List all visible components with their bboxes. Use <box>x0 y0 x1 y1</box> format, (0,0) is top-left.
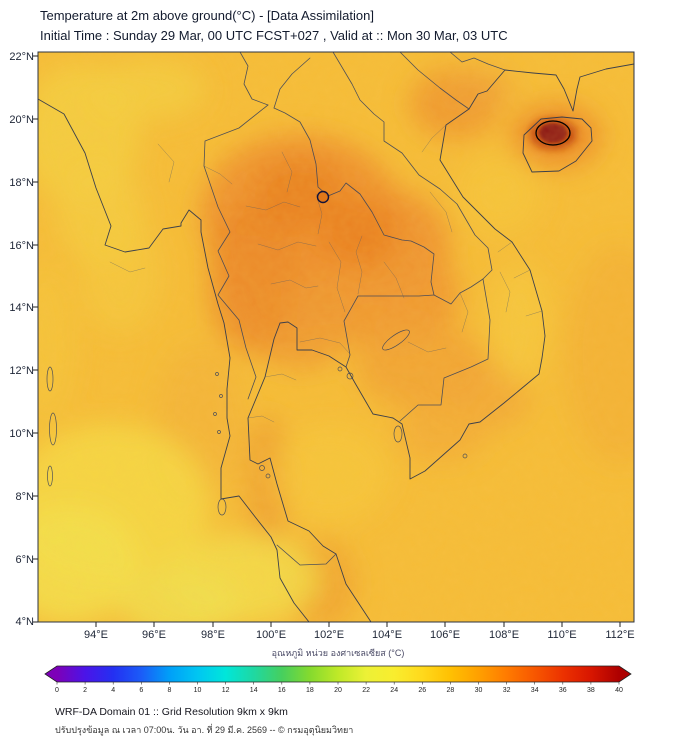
y-axis-label: 10°N <box>9 428 34 440</box>
x-axis-label: 98°E <box>201 629 225 641</box>
colorbar-tick-label: 24 <box>390 687 398 694</box>
y-axis-label: 8°N <box>16 491 35 503</box>
islands <box>46 329 468 516</box>
chart-footer: WRF-DA Domain 01 :: Grid Resolution 9km … <box>55 706 676 737</box>
colorbar-ticks: 0 2 4 6 8 10 12 14 16 18 20 22 24 26 28 … <box>55 687 623 694</box>
footer-domain-info: WRF-DA Domain 01 :: Grid Resolution 9km … <box>55 706 288 718</box>
x-axis: 94°E 96°E 98°E 100°E 102°E 104°E 106°E 1… <box>84 629 635 641</box>
lake-tonle-sap <box>382 329 410 351</box>
colorbar-label: อุณหภูมิ หน่วย องศาเซลเซียส (°C) <box>271 648 405 658</box>
colorbar-tick-label: 18 <box>306 687 314 694</box>
chart-header: Temperature at 2m above ground(°C) - [Da… <box>0 0 676 44</box>
colorbar-tick-label: 10 <box>194 687 202 694</box>
colorbar-tick-label: 0 <box>55 687 59 694</box>
colorbar-tick-label: 22 <box>362 687 370 694</box>
colorbar-tick-label: 32 <box>503 687 511 694</box>
colorbar-tick-label: 30 <box>475 687 483 694</box>
hainan-hotspot-contour <box>535 120 571 146</box>
colorbar-scale: 0 2 4 6 8 10 12 14 16 18 20 22 24 26 28 … <box>44 665 632 694</box>
colorbar-tick-label: 40 <box>615 687 623 694</box>
colorbar: อุณหภูมิ หน่วย องศาเซลเซียส (°C) <box>43 646 633 704</box>
chart-title: Temperature at 2m above ground(°C) - [Da… <box>40 8 374 23</box>
y-axis: 22°N 20°N 18°N 16°N 14°N 12°N 10°N 8°N 6… <box>9 51 34 628</box>
colorbar-tick-label: 6 <box>139 687 143 694</box>
y-axis-label: 12°N <box>9 365 34 377</box>
colorbar-tick-label: 28 <box>447 687 455 694</box>
grain-texture <box>38 52 634 622</box>
x-axis-label: 110°E <box>547 629 576 641</box>
y-axis-label: 22°N <box>9 51 34 63</box>
y-axis-label: 18°N <box>9 177 34 189</box>
colorbar-tick-label: 34 <box>531 687 539 694</box>
axis-ticks-left <box>33 55 38 623</box>
colorbar-tick-marks <box>56 682 620 685</box>
colorbar-tick-label: 26 <box>418 687 426 694</box>
x-axis-label: 112°E <box>605 629 634 641</box>
x-axis-label: 104°E <box>372 629 402 641</box>
country-borders <box>203 52 506 566</box>
y-axis-label: 6°N <box>16 554 35 566</box>
y-axis-label: 14°N <box>9 302 34 314</box>
x-axis-label: 106°E <box>430 629 460 641</box>
y-axis-label: 20°N <box>9 114 34 126</box>
colorbar-tick-label: 12 <box>222 687 230 694</box>
x-axis-label: 102°E <box>314 629 344 641</box>
colorbar-tick-label: 8 <box>167 687 171 694</box>
footer-update-info: ปรับปรุงข้อมูล ณ เวลา 07:00น. วัน อา. ที… <box>55 725 354 735</box>
colorbar-tick-label: 38 <box>587 687 595 694</box>
colorbar-tick-label: 4 <box>111 687 115 694</box>
y-axis-label: 16°N <box>9 240 34 252</box>
chart-subtitle: Initial Time : Sunday 29 Mar, 00 UTC FCS… <box>40 28 508 43</box>
y-axis-label: 4°N <box>16 616 35 628</box>
colorbar-tick-label: 2 <box>83 687 87 694</box>
temperature-contours <box>316 120 571 204</box>
loei-hotspot-contour <box>316 190 330 204</box>
axis-ticks-bottom <box>95 622 621 627</box>
plot-border <box>37 51 635 623</box>
colorbar-gradient-bar <box>44 665 632 683</box>
colorbar-tick-label: 36 <box>559 687 567 694</box>
x-axis-label: 96°E <box>142 629 166 641</box>
temperature-map: 22°N 20°N 18°N 16°N 14°N 12°N 10°N 8°N 6… <box>9 51 635 641</box>
colorbar-tick-label: 16 <box>278 687 286 694</box>
colorbar-tick-label: 20 <box>334 687 342 694</box>
province-borders <box>109 124 543 423</box>
coastline-borders <box>38 63 634 622</box>
x-axis-label: 100°E <box>256 629 286 641</box>
x-axis-label: 94°E <box>84 629 108 641</box>
x-axis-label: 108°E <box>489 629 519 641</box>
colorbar-tick-label: 14 <box>250 687 258 694</box>
